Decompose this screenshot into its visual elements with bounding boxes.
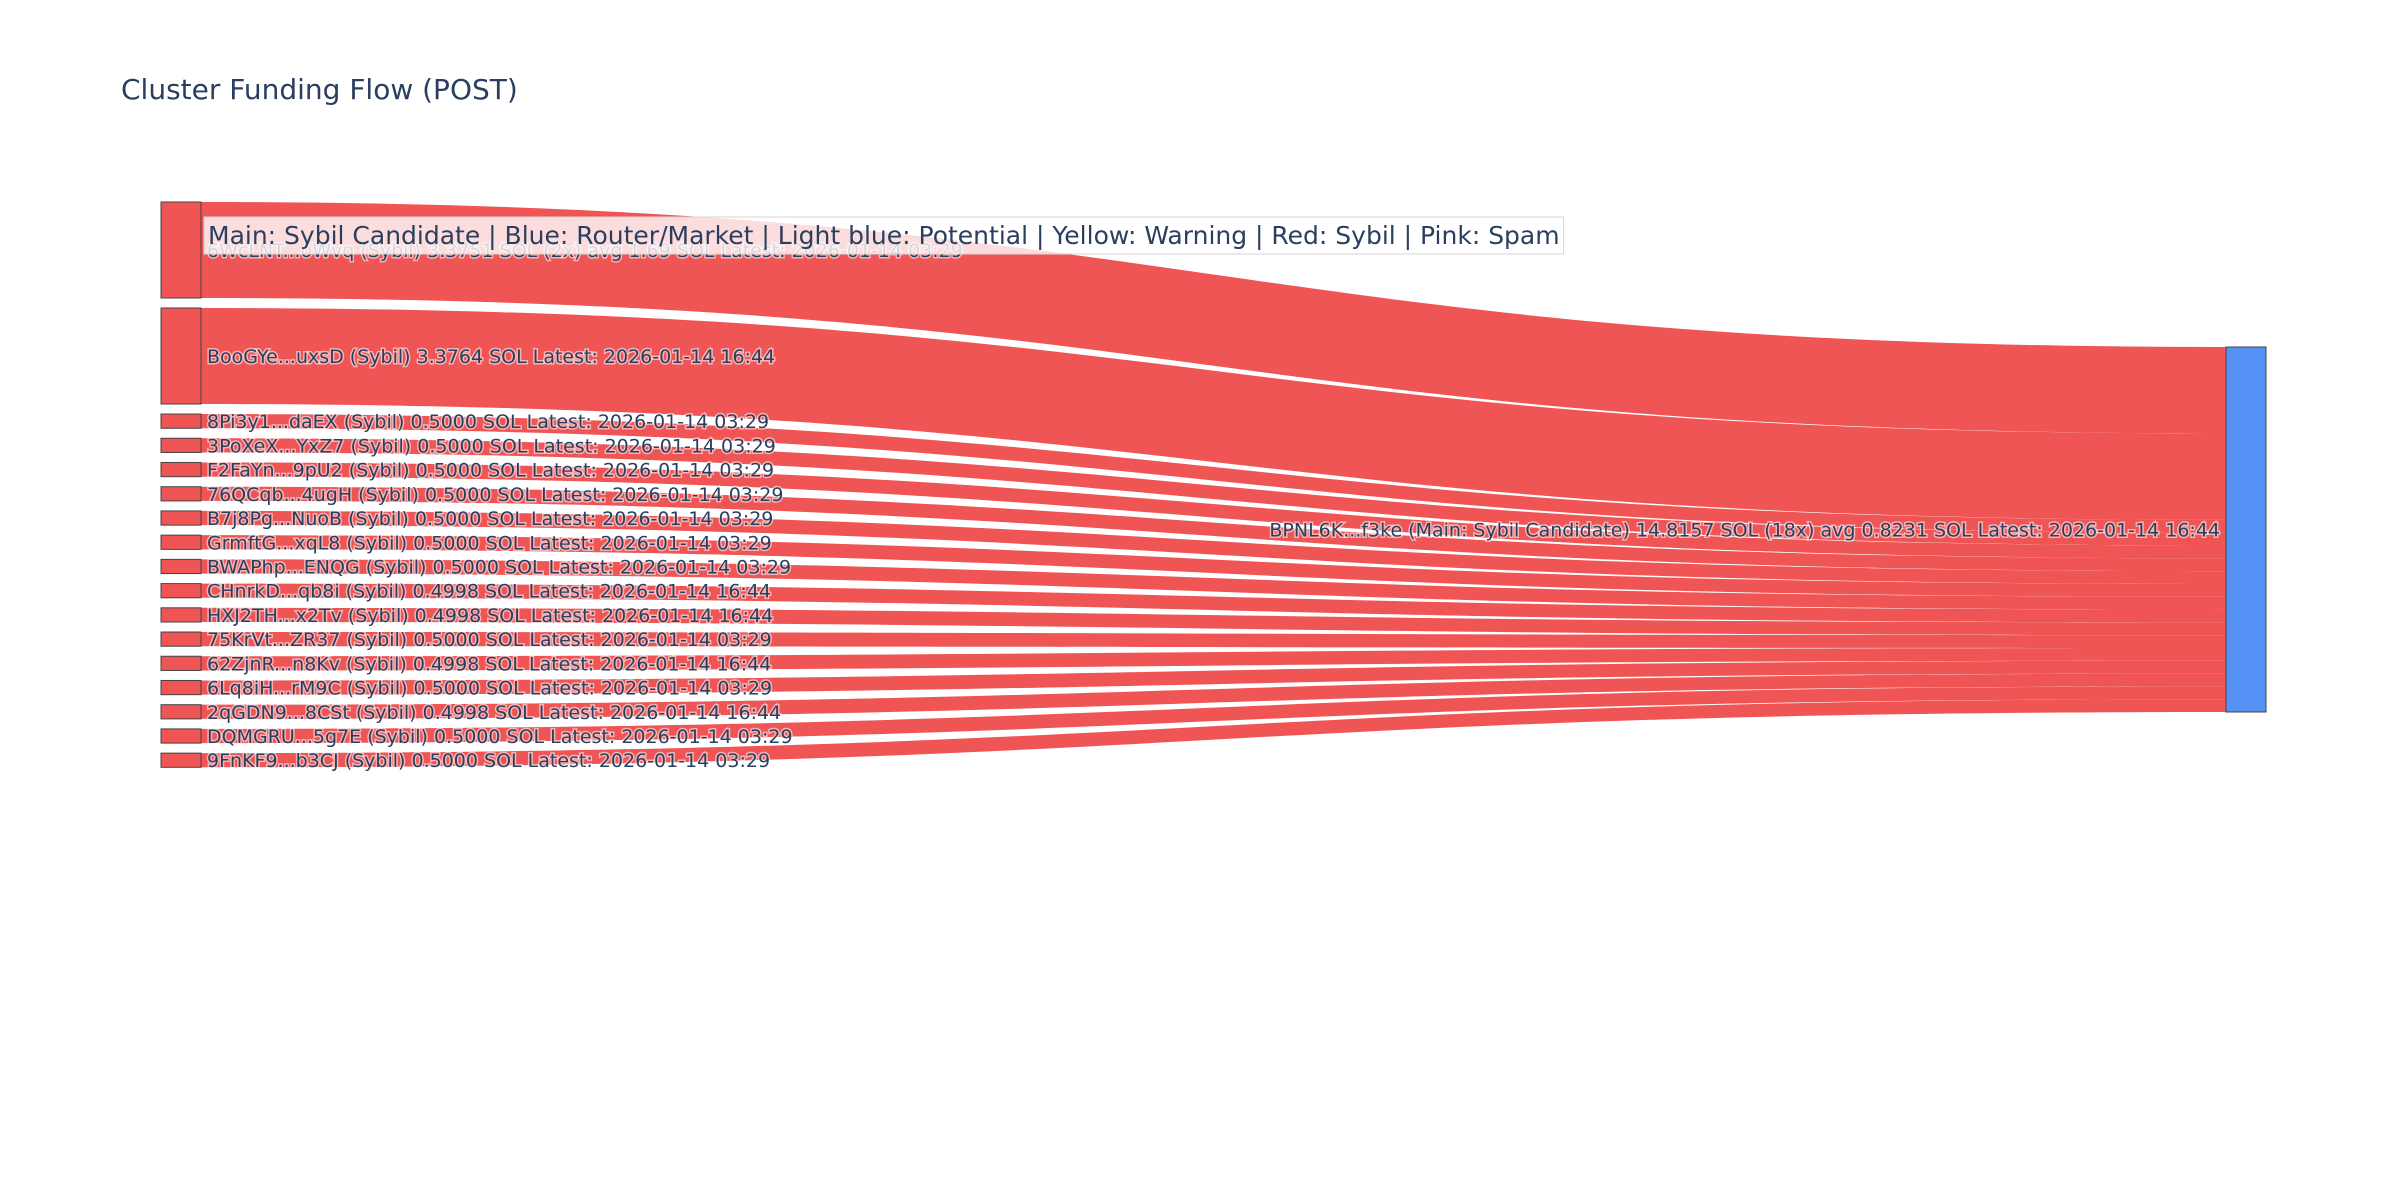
- source-node[interactable]: [160, 558, 202, 575]
- sankey-labels: 6WcLNT...oWvq (Sybil) 3.3751 SOL (2x) av…: [206, 239, 2222, 774]
- source-node[interactable]: [160, 583, 202, 599]
- source-node-label: 76QCqb...4ugH (Sybil) 0.5000 SOL Latest:…: [207, 484, 783, 506]
- source-node-label: 62ZjnR...n8Kv (Sybil) 0.4998 SOL Latest:…: [207, 653, 771, 675]
- flow-link[interactable]: [201, 559, 2226, 610]
- flow-link[interactable]: [201, 660, 2226, 695]
- source-node-label: 3PoXeX...YxZ7 (Sybil) 0.5000 SOL Latest:…: [207, 435, 776, 457]
- source-node[interactable]: [160, 201, 202, 299]
- source-node-label: 75KrVt...ZR37 (Sybil) 0.5000 SOL Latest:…: [207, 629, 772, 651]
- legend-background: [203, 216, 1565, 255]
- source-node[interactable]: [160, 510, 202, 526]
- flow-link[interactable]: [201, 647, 2226, 671]
- sankey-nodes: [160, 201, 2267, 768]
- flow-link[interactable]: [201, 686, 2226, 744]
- flow-link[interactable]: [201, 632, 2226, 648]
- source-node-label: HXJ2TH...x2Tv (Sybil) 0.4998 SOL Latest:…: [207, 605, 773, 627]
- flow-link[interactable]: [201, 699, 2226, 768]
- legend-box: Main: Sybil Candidate | Blue: Router/Mar…: [203, 216, 1565, 255]
- source-node-label: BWAPhp...ENQG (Sybil) 0.5000 SOL Latest:…: [207, 556, 791, 578]
- flow-link[interactable]: [201, 462, 2226, 559]
- source-node-label: F2FaYn...9pU2 (Sybil) 0.5000 SOL Latest:…: [207, 460, 774, 482]
- flow-link[interactable]: [201, 308, 2226, 520]
- flow-link[interactable]: [201, 607, 2226, 636]
- source-node-label: CHnrkD...qb8i (Sybil) 0.4998 SOL Latest:…: [207, 581, 771, 603]
- flow-link[interactable]: [201, 202, 2226, 434]
- source-node[interactable]: [160, 704, 202, 720]
- flow-link[interactable]: [201, 414, 2226, 533]
- source-node[interactable]: [160, 486, 202, 502]
- source-node-label: B7j8Pg...NuoB (Sybil) 0.5000 SOL Latest:…: [207, 508, 773, 530]
- flow-link[interactable]: [201, 438, 2226, 546]
- source-node[interactable]: [160, 752, 202, 768]
- source-node[interactable]: [160, 307, 202, 405]
- target-node-label: BPNL6K...f3ke (Main: Sybil Candidate) 14…: [1269, 520, 2220, 542]
- source-node[interactable]: [160, 413, 202, 429]
- sankey-links: [201, 202, 2226, 768]
- source-node-label: 2qGDN9...8CSt (Sybil) 0.4998 SOL Latest:…: [207, 702, 781, 724]
- source-node[interactable]: [160, 655, 202, 671]
- source-node[interactable]: [160, 631, 202, 647]
- target-node[interactable]: [2225, 346, 2267, 713]
- source-node-label: GrmftG...xqL8 (Sybil) 0.5000 SOL Latest:…: [207, 532, 772, 554]
- flow-link[interactable]: [201, 583, 2226, 623]
- source-node[interactable]: [160, 437, 202, 453]
- source-node[interactable]: [160, 607, 202, 623]
- source-node-label: 8Pi3y1...daEX (Sybil) 0.5000 SOL Latest:…: [207, 411, 769, 433]
- source-node-label: 9FnKF9...b3CJ (Sybil) 0.5000 SOL Latest:…: [207, 750, 770, 772]
- source-node-label: 6Lq8iH...rM9C (Sybil) 0.5000 SOL Latest:…: [207, 678, 772, 700]
- legend-note: Main: Sybil Candidate | Blue: Router/Mar…: [208, 221, 1560, 250]
- flow-link[interactable]: [201, 673, 2226, 719]
- source-node[interactable]: [160, 679, 202, 696]
- source-node-label: BooGYe...uxsD (Sybil) 3.3764 SOL Latest:…: [207, 346, 775, 368]
- flow-link[interactable]: [201, 486, 2226, 572]
- source-node[interactable]: [160, 728, 202, 744]
- source-node[interactable]: [160, 461, 202, 478]
- flow-link[interactable]: [201, 535, 2226, 597]
- source-node-label: DQMGRU...5g7E (Sybil) 0.5000 SOL Latest:…: [207, 726, 793, 748]
- source-node[interactable]: [160, 534, 202, 550]
- chart-title: Cluster Funding Flow (POST): [121, 73, 518, 106]
- flow-link[interactable]: [201, 510, 2226, 584]
